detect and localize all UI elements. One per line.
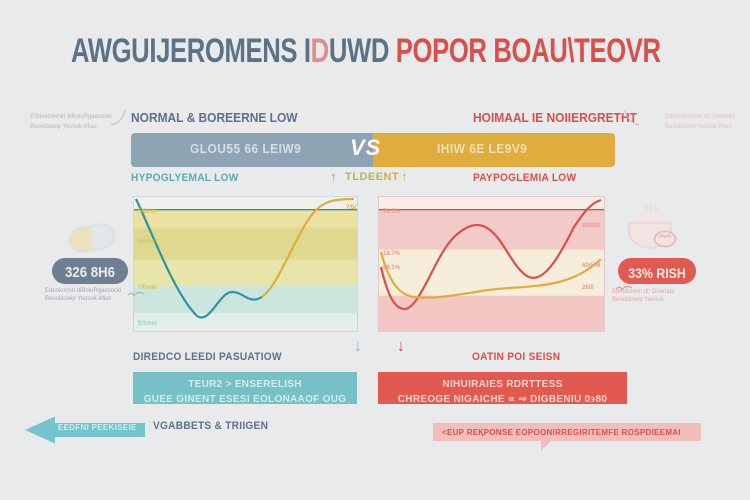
svg-text:9/0ms: 9/0ms [138, 239, 156, 245]
svg-text:5/1mm: 5/1mm [138, 321, 157, 327]
svg-text:5/6mm: 5/6mm [138, 209, 157, 215]
svg-text:7/5/10: 7/5/10 [346, 205, 358, 211]
svg-text:78.5%: 78.5% [383, 209, 401, 215]
svg-text:28/0: 28/0 [582, 285, 594, 291]
svg-text:60/5/M: 60/5/M [582, 263, 600, 269]
svg-text:60/800: 60/800 [582, 223, 601, 229]
svg-text:68.1%: 68.1% [383, 265, 401, 271]
svg-text:18.7%: 18.7% [383, 251, 401, 257]
